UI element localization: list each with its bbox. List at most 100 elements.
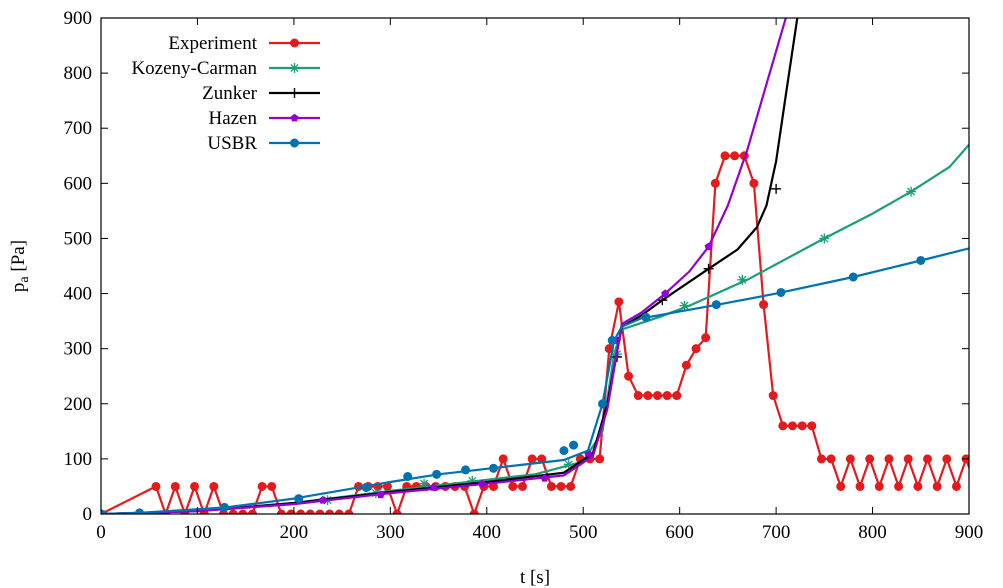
data-point-experiment	[923, 454, 933, 464]
legend: Experiment Kozeny-Carman Zunker Hazen USBR	[131, 33, 320, 154]
legend-marker	[290, 38, 299, 48]
y-tick-label: 400	[64, 284, 93, 305]
data-point-experiment	[392, 509, 402, 514]
x-axis-label: t [s]	[520, 567, 550, 588]
data-point-usbr	[219, 502, 229, 512]
y-tick-label: 500	[64, 228, 93, 249]
data-point-experiment	[836, 481, 846, 491]
data-point-usbr	[559, 446, 569, 456]
legend-item-usbr: USBR	[207, 133, 320, 154]
data-point-experiment	[951, 481, 961, 491]
data-point-experiment	[633, 391, 643, 401]
data-point-usbr	[294, 494, 304, 504]
legend-item-hazen: Hazen	[208, 108, 320, 129]
data-point-experiment	[595, 454, 605, 464]
data-point-experiment	[681, 360, 691, 370]
data-point-experiment	[334, 509, 344, 514]
data-point-kozeny-carman	[679, 300, 690, 311]
data-point-experiment	[749, 178, 759, 188]
data-point-experiment	[286, 509, 296, 514]
data-point-experiment	[913, 481, 923, 491]
data-point-zunker	[771, 183, 782, 194]
y-tick-label: 100	[64, 449, 93, 470]
series-experiment	[101, 151, 980, 514]
data-point-experiment	[170, 481, 180, 491]
legend-label: Hazen	[208, 108, 257, 129]
data-point-hazen	[478, 479, 486, 488]
data-point-experiment	[527, 454, 537, 464]
data-point-hazen	[376, 490, 385, 499]
legend-item-kozeny-carman: Kozeny-Carman	[131, 58, 320, 79]
data-point-experiment	[691, 344, 701, 354]
series-kozeny-carman	[101, 143, 969, 514]
data-point-usbr	[607, 335, 617, 345]
data-point-usbr	[361, 483, 371, 493]
y-axis-label: pa [Pa]	[8, 240, 32, 292]
data-point-experiment	[971, 482, 980, 491]
data-point-experiment	[884, 454, 894, 464]
data-point-experiment	[701, 333, 711, 343]
data-point-hazen	[540, 474, 549, 482]
x-tick-label: 500	[569, 522, 598, 543]
x-tick-label: 100	[183, 522, 212, 543]
data-point-experiment	[382, 481, 392, 491]
y-axis-label-main: p	[8, 283, 29, 293]
data-point-usbr	[848, 272, 858, 282]
data-point-experiment	[209, 481, 219, 491]
x-tick-label: 900	[955, 522, 984, 543]
y-axis-label-subscript: a	[17, 276, 32, 283]
data-point-usbr	[641, 312, 651, 322]
data-point-experiment	[614, 297, 624, 307]
legend-item-experiment: Experiment	[168, 33, 320, 54]
legend-label: Zunker	[202, 83, 258, 104]
series-line-hazen	[101, 18, 787, 514]
legend-item-zunker: Zunker	[202, 83, 320, 104]
data-point-experiment	[267, 481, 277, 491]
data-point-experiment	[788, 421, 798, 431]
data-point-experiment	[903, 454, 913, 464]
data-point-experiment	[556, 481, 566, 491]
data-point-experiment	[508, 481, 518, 491]
legend-marker	[289, 63, 300, 73]
legend-label: USBR	[207, 133, 257, 154]
legend-marker	[290, 138, 299, 148]
data-point-experiment	[238, 509, 248, 514]
x-tick-label: 700	[762, 522, 791, 543]
series-hazen	[101, 18, 787, 514]
legend-marker	[289, 88, 300, 98]
data-point-experiment	[624, 371, 634, 381]
data-point-experiment	[778, 421, 788, 431]
data-point-experiment	[517, 481, 527, 491]
data-point-experiment	[816, 454, 826, 464]
data-point-experiment	[151, 481, 161, 491]
data-point-kozeny-carman	[906, 186, 917, 197]
data-point-experiment	[865, 454, 875, 464]
y-tick-label: 300	[64, 339, 93, 360]
data-point-experiment	[566, 481, 576, 491]
data-point-experiment	[768, 391, 778, 401]
data-point-experiment	[826, 454, 836, 464]
data-point-experiment	[498, 454, 508, 464]
data-point-hazen	[661, 289, 670, 297]
data-point-experiment	[807, 421, 817, 431]
data-point-experiment	[662, 391, 672, 401]
data-point-experiment	[759, 300, 769, 310]
data-point-experiment	[296, 509, 306, 514]
data-point-usbr	[135, 508, 145, 514]
data-point-experiment	[730, 151, 740, 161]
x-tick-label: 800	[858, 522, 887, 543]
data-point-hazen	[318, 496, 327, 504]
x-tick-label: 0	[96, 522, 106, 543]
data-point-experiment	[710, 178, 720, 188]
data-point-usbr	[101, 509, 106, 514]
data-point-experiment	[932, 481, 942, 491]
y-tick-label: 200	[64, 394, 93, 415]
data-point-experiment	[672, 391, 682, 401]
data-point-experiment	[344, 509, 354, 514]
data-point-experiment	[874, 481, 884, 491]
data-point-experiment	[247, 509, 257, 514]
data-point-experiment	[537, 454, 547, 464]
data-point-experiment	[546, 481, 556, 491]
legend-marker	[290, 113, 299, 122]
